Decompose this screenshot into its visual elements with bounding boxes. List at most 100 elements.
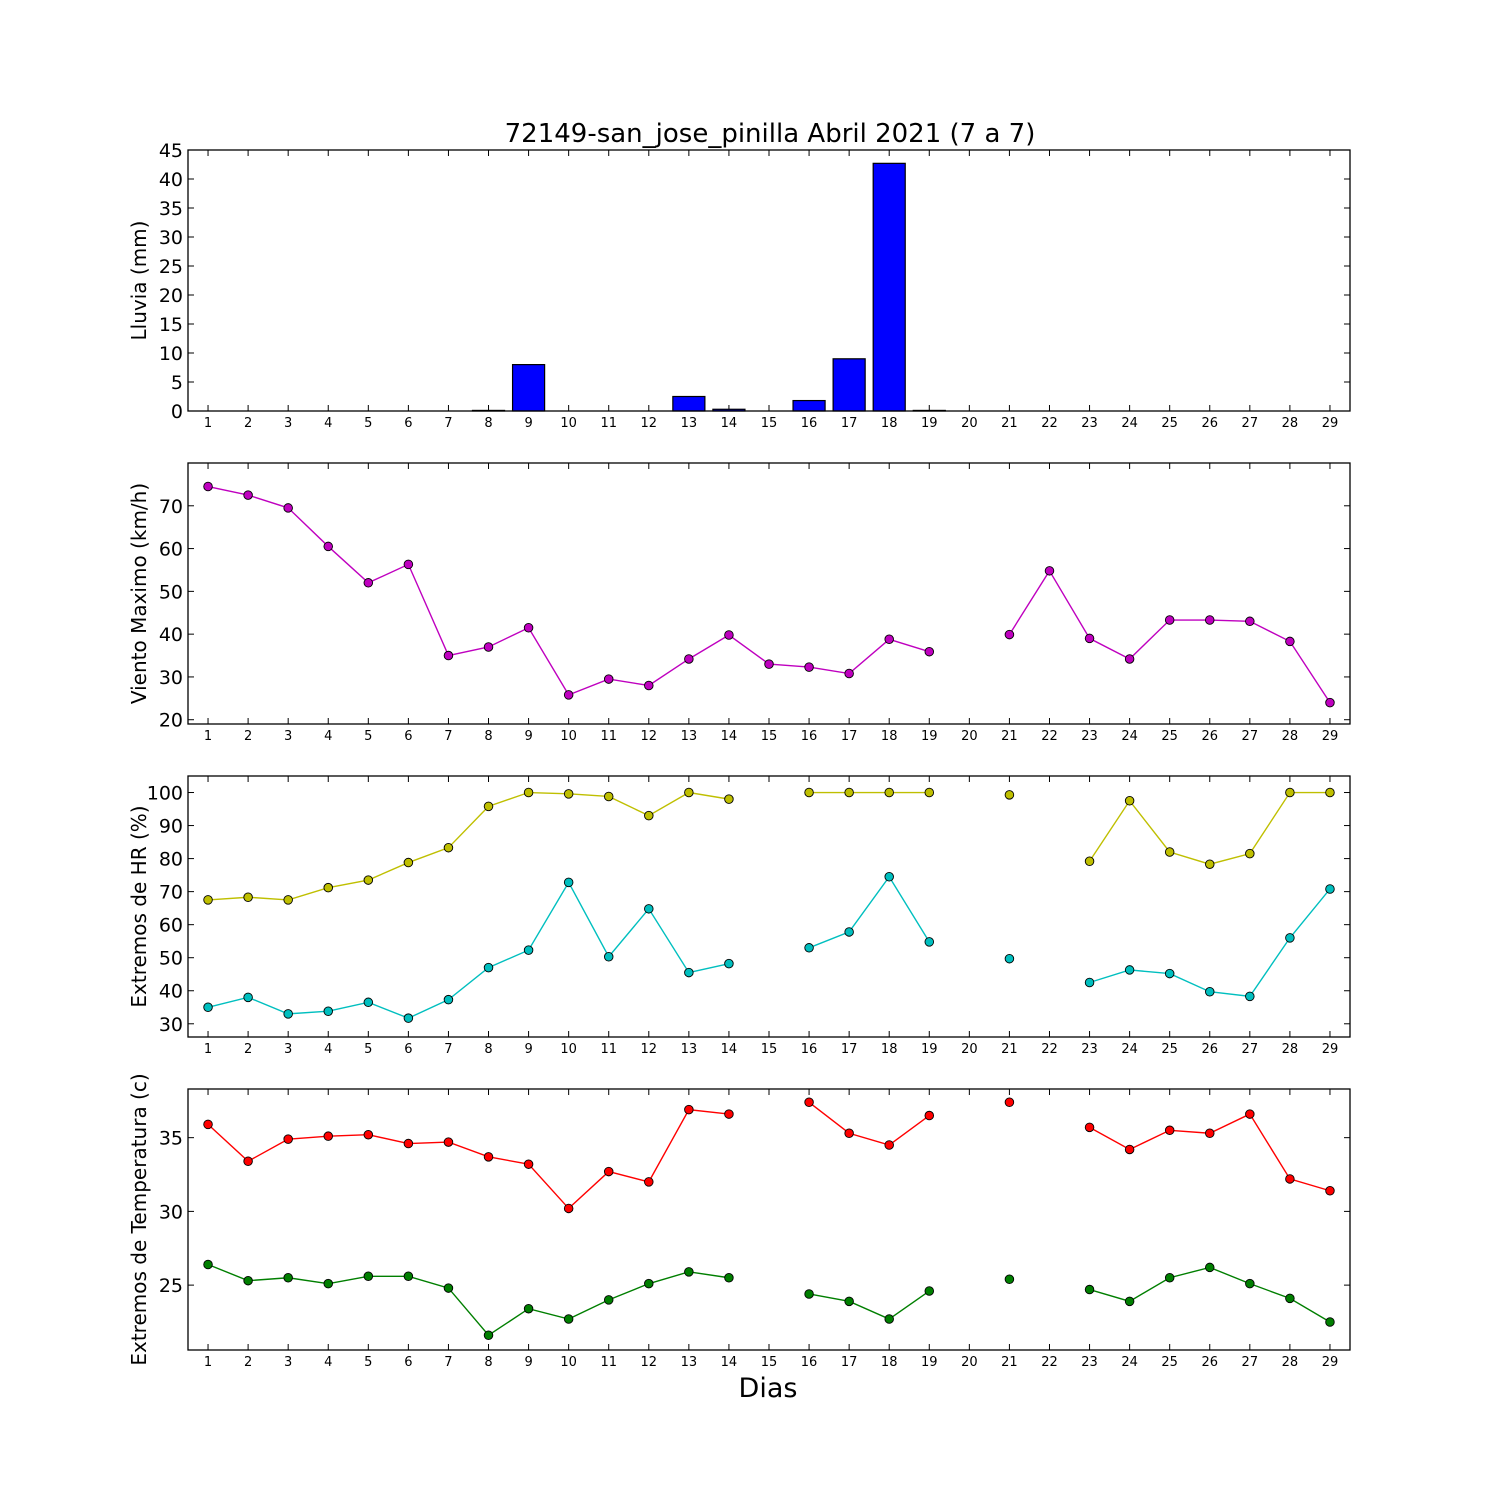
series-line <box>207 485 930 696</box>
data-point <box>724 1109 734 1119</box>
data-point <box>403 1138 414 1149</box>
y-axis-label: Viento Maximo (km/h) <box>127 483 151 704</box>
x-tick-label: 23 <box>1081 1042 1098 1057</box>
data-point <box>443 994 454 1005</box>
data-point <box>283 1009 293 1019</box>
x-tick-label: 14 <box>721 1042 738 1057</box>
data-point <box>483 1152 494 1162</box>
data-point <box>844 668 854 679</box>
data-point <box>1004 790 1015 800</box>
data-point <box>603 1166 614 1177</box>
series-line <box>808 1290 930 1320</box>
data-point <box>804 1289 814 1299</box>
x-tick-label: 25 <box>1161 1042 1178 1057</box>
data-point <box>363 997 374 1008</box>
x-tick-label: 27 <box>1242 1355 1259 1370</box>
data-point <box>1285 1293 1295 1304</box>
data-point <box>523 622 534 633</box>
y-tick-label: 50 <box>159 948 183 970</box>
x-tick-label: 9 <box>524 1355 532 1370</box>
data-point <box>724 958 734 969</box>
y-tick-label: 70 <box>159 882 183 904</box>
y-tick-label: 50 <box>159 581 183 603</box>
x-tick-label: 15 <box>761 729 778 744</box>
x-tick-label: 27 <box>1242 729 1259 744</box>
data-point <box>644 680 654 691</box>
x-tick-label: 29 <box>1322 1355 1339 1370</box>
data-point <box>323 1131 333 1141</box>
data-point <box>563 1203 574 1214</box>
data-point <box>804 787 814 798</box>
data-point <box>283 1134 293 1144</box>
bar <box>672 395 706 412</box>
x-tick-label: 28 <box>1282 1355 1299 1370</box>
data-point <box>1124 1296 1135 1307</box>
data-point <box>1084 1284 1095 1295</box>
axes-frame <box>187 1088 1351 1351</box>
series-line <box>207 1108 730 1210</box>
data-point <box>603 791 614 802</box>
data-point <box>403 1013 414 1023</box>
data-point <box>1164 968 1175 979</box>
x-tick-label: 4 <box>324 1355 332 1370</box>
x-tick-label: 11 <box>600 416 617 431</box>
x-tick-label: 14 <box>721 729 738 744</box>
x-tick-label: 7 <box>444 729 452 744</box>
x-tick-label: 15 <box>761 1355 778 1370</box>
x-tick-label: 9 <box>524 416 532 431</box>
x-tick-label: 20 <box>961 1042 978 1057</box>
x-tick-label: 12 <box>641 416 658 431</box>
data-point <box>1084 1122 1095 1133</box>
data-point <box>483 962 494 973</box>
x-tick-label: 15 <box>761 416 778 431</box>
data-point <box>924 1110 935 1121</box>
data-point <box>523 945 534 955</box>
axes-frame <box>187 462 1351 725</box>
y-tick-label: 20 <box>159 710 183 732</box>
x-tick-label: 19 <box>921 416 938 431</box>
x-tick-label: 3 <box>284 1355 292 1370</box>
x-tick-label: 4 <box>324 1042 332 1057</box>
x-tick-label: 13 <box>681 729 698 744</box>
x-tick-label: 28 <box>1282 729 1299 744</box>
x-tick-label: 17 <box>841 1355 858 1370</box>
x-tick-label: 8 <box>484 1042 492 1057</box>
x-tick-label: 24 <box>1121 1355 1138 1370</box>
data-point <box>1084 633 1095 644</box>
data-point <box>203 1119 213 1130</box>
data-point <box>844 1296 854 1307</box>
x-tick-label: 26 <box>1201 416 1218 431</box>
data-point <box>804 662 814 672</box>
data-point <box>483 642 494 652</box>
data-point <box>924 646 935 657</box>
data-point <box>1245 848 1255 859</box>
bar <box>792 399 826 412</box>
data-point <box>1004 1274 1015 1284</box>
data-point <box>243 1275 253 1286</box>
data-point <box>1245 616 1255 627</box>
axes-frame <box>187 775 1351 1038</box>
y-tick-label: 40 <box>159 981 183 1003</box>
y-tick-label: 45 <box>159 140 183 162</box>
data-point <box>603 1295 614 1305</box>
data-point <box>644 1278 654 1289</box>
data-point <box>1205 986 1215 997</box>
x-tick-label: 1 <box>204 1042 212 1057</box>
data-point <box>684 1267 694 1277</box>
bar <box>511 364 546 412</box>
x-tick-label: 5 <box>364 416 372 431</box>
data-point <box>644 904 654 914</box>
x-tick-label: 7 <box>444 1042 452 1057</box>
data-point <box>1205 1262 1215 1273</box>
x-tick-label: 27 <box>1242 1042 1259 1057</box>
x-tick-label: 4 <box>324 416 332 431</box>
data-point <box>1325 1185 1335 1196</box>
y-tick-label: 100 <box>147 783 183 805</box>
data-point <box>1164 1125 1175 1136</box>
x-tick-label: 22 <box>1041 1355 1058 1370</box>
x-tick-label: 6 <box>404 1355 412 1370</box>
x-tick-label: 15 <box>761 1042 778 1057</box>
x-tick-label: 19 <box>921 1355 938 1370</box>
data-point <box>203 1259 213 1270</box>
data-point <box>684 654 694 664</box>
